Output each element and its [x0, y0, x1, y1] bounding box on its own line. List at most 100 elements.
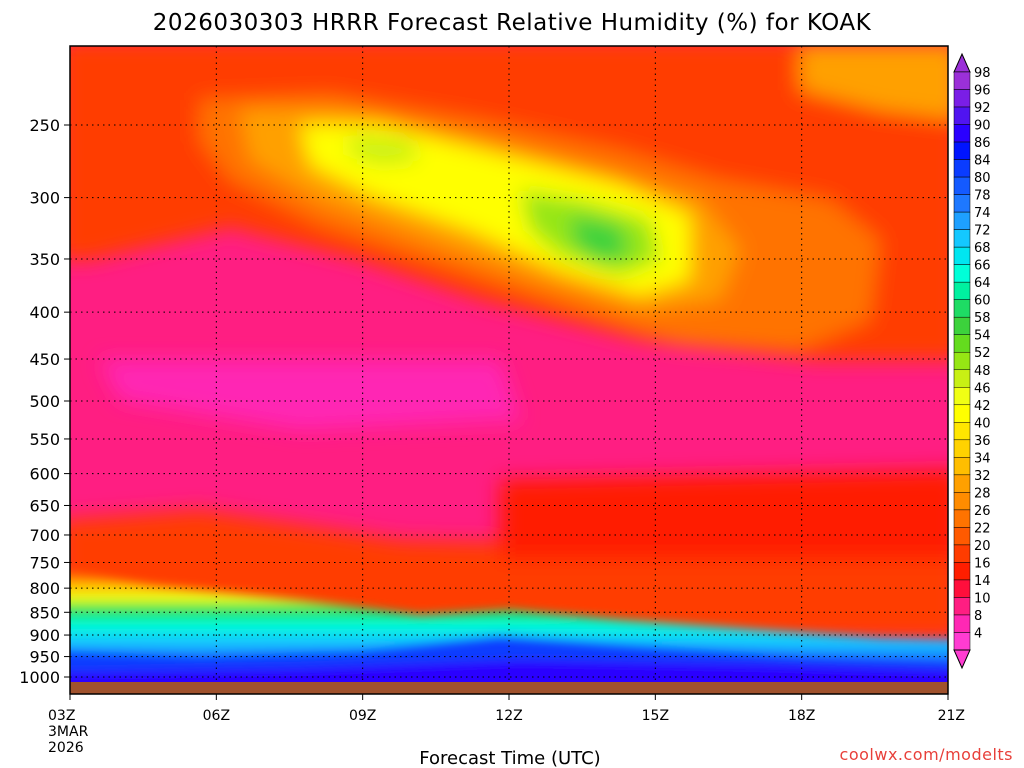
colorbar-tick-label: 86 [974, 136, 991, 151]
colorbar-tick-label: 40 [974, 416, 991, 431]
colorbar-swatch [953, 89, 971, 108]
colorbar-tick-label: 20 [974, 539, 991, 554]
colorbar-tick-label: 92 [974, 101, 991, 116]
colorbar-swatch [953, 71, 971, 90]
colorbar-tick-label: 96 [974, 84, 991, 99]
marine-layer-core [70, 660, 948, 682]
colorbar-tick-label: 32 [974, 469, 991, 484]
colorbar-tick-label: 46 [974, 381, 991, 396]
colorbar-swatch [953, 632, 971, 651]
colorbar-swatch [953, 474, 971, 493]
y-tick-label: 850 [29, 603, 60, 622]
colorbar-swatch [953, 422, 971, 441]
y-tick-label: 600 [29, 465, 60, 484]
colorbar-swatch [953, 439, 971, 458]
mid-magenta [100, 360, 520, 430]
colorbar-tick-label: 64 [974, 276, 991, 291]
upper-green-left [350, 135, 420, 165]
x-axis-label: Forecast Time (UTC) [419, 748, 600, 768]
colorbar-swatch [953, 334, 971, 353]
colorbar-tick-label: 66 [974, 259, 991, 274]
y-tick-label: 800 [29, 579, 60, 598]
x-tick-label: 03Z [48, 708, 75, 724]
colorbar-swatch [953, 194, 971, 213]
colorbar-swatch [953, 579, 971, 598]
colorbar-swatch [953, 544, 971, 563]
colorbar-swatch [953, 527, 971, 546]
colorbar-tick-label: 80 [974, 171, 991, 186]
x-axis: 03Z 06Z 09Z 12Z 15Z 18Z 21Z [48, 694, 965, 724]
x-tick-label: 09Z [349, 708, 376, 724]
colorbar-tick-label: 60 [974, 294, 991, 309]
colorbar-tick-label: 10 [974, 591, 991, 606]
colorbar-swatch [953, 246, 971, 265]
colorbar-swatch [953, 299, 971, 318]
y-tick-label: 1000 [19, 668, 60, 687]
y-tick-label: 750 [29, 553, 60, 572]
chart-title: 2026030303 HRRR Forecast Relative Humidi… [153, 10, 872, 36]
colorbar-swatch [953, 562, 971, 581]
colorbar-tick-label: 90 [974, 119, 991, 134]
x-tick-label: 21Z [938, 708, 965, 724]
colorbar-tick-label: 28 [974, 486, 991, 501]
y-tick-label: 450 [29, 350, 60, 369]
colorbar-swatch [953, 387, 971, 406]
x-tick-label: 06Z [203, 708, 230, 724]
colorbar-swatch [953, 404, 971, 423]
colorbar-tick-label: 48 [974, 364, 991, 379]
colorbar-tick-label: 14 [974, 574, 991, 589]
y-axis: 250 300 350 400 450 500 550 600 650 700 750 800 850 9… [19, 116, 70, 687]
x-tick-label: 18Z [788, 708, 815, 724]
colorbar-tick-label: 4 [974, 626, 982, 641]
colorbar-swatch [953, 614, 971, 633]
x-tick-label: 12Z [495, 708, 522, 724]
colorbar-tick-label: 36 [974, 434, 991, 449]
heatmap-field [70, 46, 948, 682]
colorbar-tick-label: 78 [974, 189, 991, 204]
y-tick-label: 650 [29, 496, 60, 515]
ground-strip-bottom [70, 682, 948, 694]
x-date-day: 3MAR [48, 724, 89, 740]
colorbar-top-arrow [953, 52, 971, 73]
colorbar-swatch [953, 159, 971, 178]
colorbar-swatch [953, 492, 971, 511]
colorbar-tick-label: 34 [974, 451, 991, 466]
colorbar-swatch [953, 141, 971, 160]
colorbar-tick-label: 8 [974, 609, 982, 624]
colorbar-tick-label: 74 [974, 206, 991, 221]
colorbar-swatch [953, 281, 971, 300]
colorbar-tick-label: 98 [974, 66, 991, 81]
y-tick-label: 300 [29, 189, 60, 208]
y-tick-label: 400 [29, 303, 60, 322]
colorbar-swatch [953, 597, 971, 616]
y-tick-label: 900 [29, 626, 60, 645]
colorbar: 98 96 92 90 86 84 80 78 74 72 68 66 64 60 58 54 52 48 46 4 2… [953, 52, 991, 670]
y-tick-label: 950 [29, 648, 60, 667]
colorbar-swatch [953, 124, 971, 143]
colorbar-tick-label: 54 [974, 329, 991, 344]
upper-right-orange [800, 46, 948, 119]
colorbar-swatch [953, 229, 971, 248]
colorbar-tick-label: 72 [974, 224, 991, 239]
colorbar-tick-label: 26 [974, 504, 991, 519]
colorbar-swatch [953, 457, 971, 476]
colorbar-swatch [953, 351, 971, 371]
colorbar-tick-label: 84 [974, 154, 991, 169]
x-tick-label: 15Z [642, 708, 669, 724]
credit-text: coolwx.com/modelts [840, 745, 1013, 764]
y-tick-label: 500 [29, 392, 60, 411]
lower-red-right [500, 470, 948, 560]
colorbar-tick-label: 58 [974, 311, 991, 326]
colorbar-tick-label: 16 [974, 556, 991, 571]
colorbar-tick-label: 68 [974, 241, 991, 256]
gridlines [70, 46, 948, 682]
colorbar-swatch [953, 509, 971, 528]
y-tick-label: 350 [29, 250, 60, 269]
y-tick-label: 700 [29, 526, 60, 545]
colorbar-swatch [953, 211, 971, 230]
colorbar-tick-label: 52 [974, 346, 991, 361]
colorbar-tick-label: 22 [974, 521, 991, 536]
x-date-year: 2026 [48, 740, 84, 756]
colorbar-swatch [953, 369, 971, 388]
